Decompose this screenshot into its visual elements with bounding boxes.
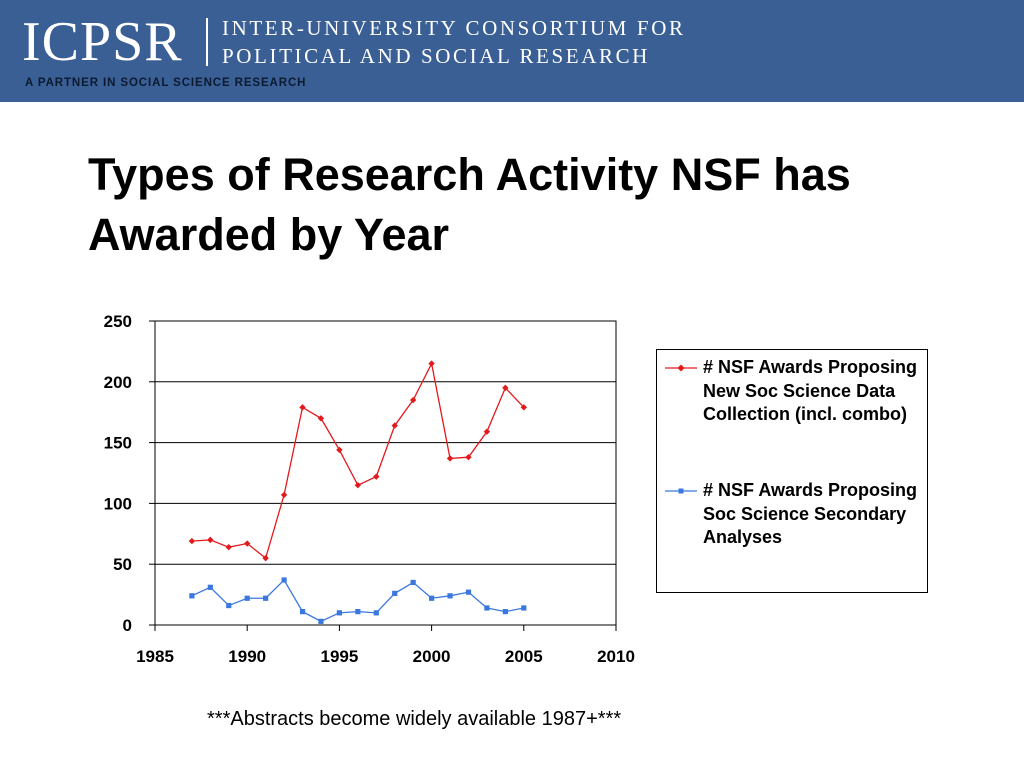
plot-area — [154, 320, 617, 626]
org-name-line2: POLITICAL AND SOCIAL RESEARCH — [222, 44, 650, 68]
data-point-square — [226, 602, 232, 609]
org-name-line1: INTER-UNIVERSITY CONSORTIUM FOR — [222, 16, 686, 40]
logo-divider — [206, 18, 208, 66]
data-point-square — [447, 593, 453, 599]
legend-swatch-blue-square — [665, 488, 697, 494]
y-tick-label: 150 — [104, 434, 132, 453]
x-tick-label: 2010 — [597, 647, 635, 666]
data-point-diamond — [502, 384, 509, 392]
legend-label-secondary: # NSF Awards Proposing Soc Science Secon… — [703, 480, 918, 547]
data-point-square — [189, 593, 195, 599]
data-point-square — [429, 595, 435, 601]
x-tick-label: 1985 — [136, 647, 174, 666]
data-point-diamond — [299, 404, 306, 411]
data-point-square — [410, 579, 416, 586]
data-point-diamond — [465, 453, 472, 461]
footnote: ***Abstracts become widely available 198… — [207, 708, 622, 730]
data-point-diamond — [446, 455, 454, 462]
data-point-square — [502, 609, 508, 615]
data-point-square — [521, 605, 527, 611]
y-tick-label: 0 — [123, 616, 132, 635]
x-tick-label: 2005 — [505, 647, 543, 666]
x-tick-label: 2000 — [413, 647, 451, 666]
header-banner: ICPSR INTER-UNIVERSITY CONSORTIUM FOR PO… — [0, 0, 1024, 102]
legend-label-new-data: # NSF Awards Proposing New Soc Science D… — [703, 357, 918, 424]
x-tick-label: 1990 — [228, 647, 266, 666]
series-line-1 — [191, 361, 525, 560]
data-point-diamond — [207, 536, 214, 544]
data-point-square — [207, 584, 213, 590]
chart-gridlines — [155, 381, 616, 565]
slide-title: Types of Research Activity NSF has Award… — [88, 149, 851, 260]
data-point-diamond — [317, 415, 325, 422]
data-point-square — [465, 589, 472, 595]
data-point-square — [392, 590, 398, 596]
data-point-diamond — [244, 540, 251, 547]
y-tick-label: 50 — [113, 555, 132, 574]
data-point-diamond — [428, 360, 435, 367]
data-point-square — [244, 595, 250, 601]
data-point-square — [299, 609, 306, 615]
x-tick-label: 1995 — [320, 647, 358, 666]
data-point-diamond — [262, 554, 269, 562]
data-point-diamond — [373, 473, 380, 480]
data-point-square — [355, 609, 361, 615]
y-tick-label: 200 — [104, 373, 132, 392]
y-tick-label: 250 — [104, 312, 132, 331]
data-point-diamond — [280, 491, 288, 499]
data-point-diamond — [409, 396, 417, 404]
icpsr-logo: ICPSR — [22, 11, 183, 73]
data-point-square — [373, 610, 379, 616]
data-point-diamond — [188, 537, 196, 545]
data-point-square — [318, 618, 324, 624]
chart-axes: 0 50 100 150 200 250 1985 1990 1995 2000 2005 2010 — [104, 312, 635, 666]
data-point-square — [263, 595, 269, 601]
data-point-diamond — [483, 428, 491, 435]
tagline: A PARTNER IN SOCIAL SCIENCE RESEARCH — [25, 77, 307, 89]
chart-series — [188, 360, 527, 624]
data-point-diamond — [225, 543, 232, 551]
data-point-diamond — [354, 481, 362, 489]
legend-swatch-red-diamond — [665, 364, 697, 372]
data-point-diamond — [520, 404, 527, 411]
chart-legend: # NSF Awards Proposing New Soc Science D… — [656, 349, 928, 593]
data-point-diamond — [391, 422, 398, 429]
series-line-2 — [191, 578, 524, 623]
data-point-diamond — [336, 446, 343, 454]
y-tick-label: 100 — [104, 494, 132, 513]
data-point-square — [281, 577, 287, 583]
data-point-square — [336, 610, 342, 616]
data-point-square — [484, 605, 490, 611]
